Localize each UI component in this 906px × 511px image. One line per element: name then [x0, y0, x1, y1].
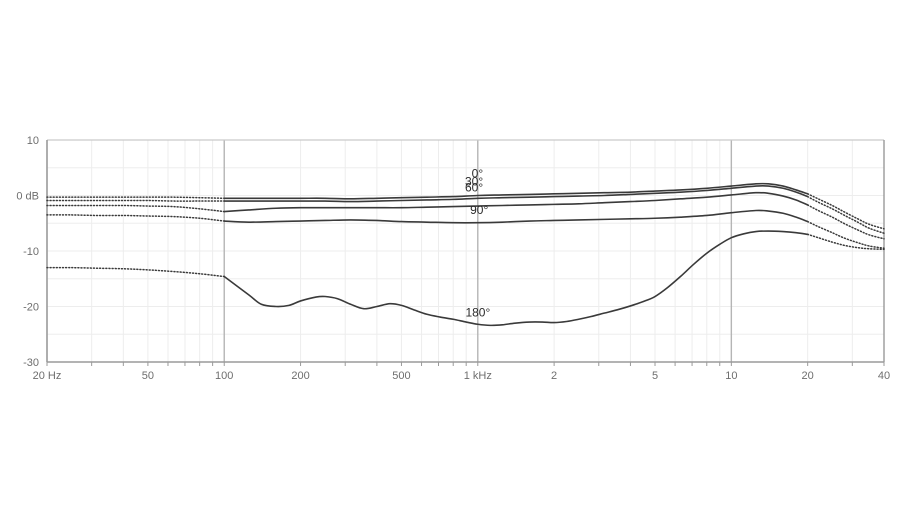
curve-30deg-dotted-low — [46, 199, 225, 202]
curve-30deg-dotted-high — [806, 195, 885, 234]
curve-annotations: 0°30°60° 90° 180° — [465, 167, 490, 320]
curve-label-0deg: 0° — [472, 167, 484, 181]
x-tick-label: 100 — [215, 370, 233, 382]
curve-180deg-dotted-low — [46, 266, 225, 278]
axis-frame — [46, 139, 885, 363]
curve-0deg — [223, 182, 809, 200]
curve-90deg-dotted-low — [46, 214, 225, 222]
curve-180deg — [223, 230, 809, 327]
x-tick-label: 1 kHz — [464, 370, 492, 382]
axis-ticks — [46, 362, 885, 366]
y-tick-label: -20 — [23, 302, 39, 314]
y-tick-label: 10 — [27, 135, 39, 147]
x-tick-label: 10 — [725, 370, 737, 382]
curve-label-30deg: 30° — [465, 175, 483, 189]
curve-60deg — [223, 191, 809, 213]
x-tick-label: 2 — [551, 370, 557, 382]
x-tick-label: 40 — [878, 370, 890, 382]
curve-90deg — [223, 209, 809, 224]
x-axis-tick-labels: 20 Hz 50 100 200 500 1 kHz 2 5 10 20 40 — [33, 370, 891, 382]
y-tick-label: 0 dB — [16, 191, 39, 203]
y-axis-tick-labels: 10 0 dB -10 -20 -30 — [16, 135, 39, 369]
x-tick-label: 20 Hz — [33, 370, 62, 382]
data-curves — [46, 182, 885, 327]
x-tick-label: 500 — [392, 370, 410, 382]
x-tick-label: 5 — [652, 370, 658, 382]
y-tick-label: -10 — [23, 246, 39, 258]
x-tick-label: 20 — [802, 370, 814, 382]
minor-gridlines — [47, 140, 884, 362]
curve-30deg — [223, 184, 809, 203]
curve-90deg-dotted-high — [806, 220, 885, 249]
curve-0deg-dotted-low — [46, 196, 225, 200]
curve-label-90deg: 90° — [470, 203, 488, 217]
curve-label-60deg: 60° — [465, 181, 483, 195]
curve-180deg-dotted-high — [806, 233, 885, 251]
x-tick-label: 50 — [142, 370, 154, 382]
curve-60deg-dotted-high — [806, 204, 885, 240]
curve-0deg-dotted-high — [806, 193, 885, 230]
x-tick-label: 200 — [291, 370, 309, 382]
curve-60deg-dotted-low — [46, 204, 225, 213]
curve-label-180deg: 180° — [465, 305, 490, 319]
y-tick-label: -30 — [23, 357, 39, 369]
